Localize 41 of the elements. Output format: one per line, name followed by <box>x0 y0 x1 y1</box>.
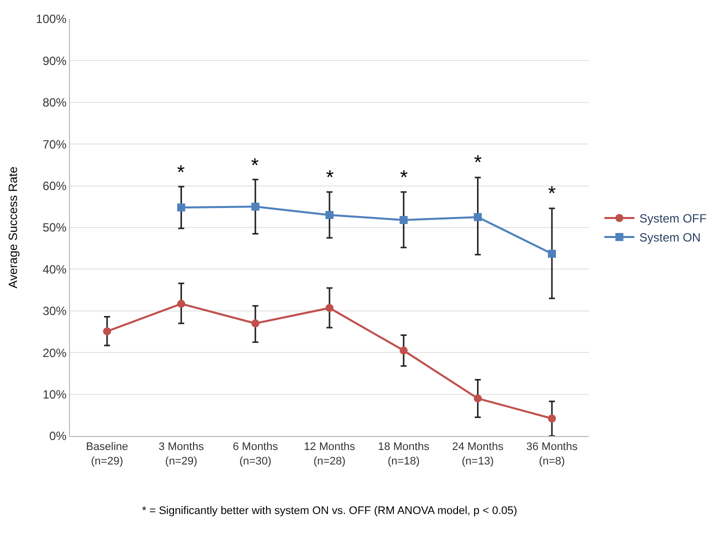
y-tick-label: 40% <box>42 262 67 276</box>
y-tick-label: 20% <box>42 346 67 360</box>
y-tick-label: 80% <box>42 96 67 110</box>
annotation: * <box>326 167 334 189</box>
point <box>474 394 482 402</box>
x-tick-label: Baseline (n=29) <box>86 441 128 468</box>
x-tick-label: 12 Months (n=28) <box>304 441 356 468</box>
point <box>251 319 260 328</box>
y-tick-label: 70% <box>42 137 67 152</box>
x-tick-label: 3 Months (n=29) <box>158 441 204 468</box>
point <box>400 216 408 224</box>
x-tick-label: 6 Months (n=30) <box>232 441 278 468</box>
legend-label: System OFF <box>639 212 707 226</box>
y-tick-label: 90% <box>42 54 67 68</box>
point <box>400 346 408 355</box>
y-axis-title: Average Success Rate <box>6 166 20 288</box>
annotation: * <box>474 152 482 174</box>
x-tick-label: 18 Months (n=18) <box>378 441 430 468</box>
point <box>177 300 186 308</box>
x-tick-label: 36 Months (n=8) <box>526 441 578 468</box>
annotation: * <box>177 162 185 184</box>
y-tick-label: 100% <box>36 12 67 26</box>
y-tick-label: 50% <box>42 220 67 235</box>
point <box>548 250 556 258</box>
point <box>474 213 482 222</box>
point <box>177 203 186 212</box>
point <box>548 414 556 422</box>
annotation: * <box>251 155 259 177</box>
point <box>326 304 334 312</box>
text: * = Significantly better with system ON vs. OFF (RM ANOVA model, p < 0.05) <box>142 505 518 517</box>
y-tick-label: 0% <box>49 429 67 444</box>
point <box>251 202 260 211</box>
y-tick-label: 10% <box>42 388 67 402</box>
y-tick-label: 30% <box>42 304 67 318</box>
x-tick-label: 24 Months (n=13) <box>452 441 504 468</box>
point <box>103 327 112 336</box>
point <box>326 210 334 219</box>
legend-label: System ON <box>639 230 701 245</box>
annotation: * <box>400 167 408 189</box>
annotation: * <box>548 183 556 205</box>
y-tick-label: 60% <box>42 179 67 193</box>
